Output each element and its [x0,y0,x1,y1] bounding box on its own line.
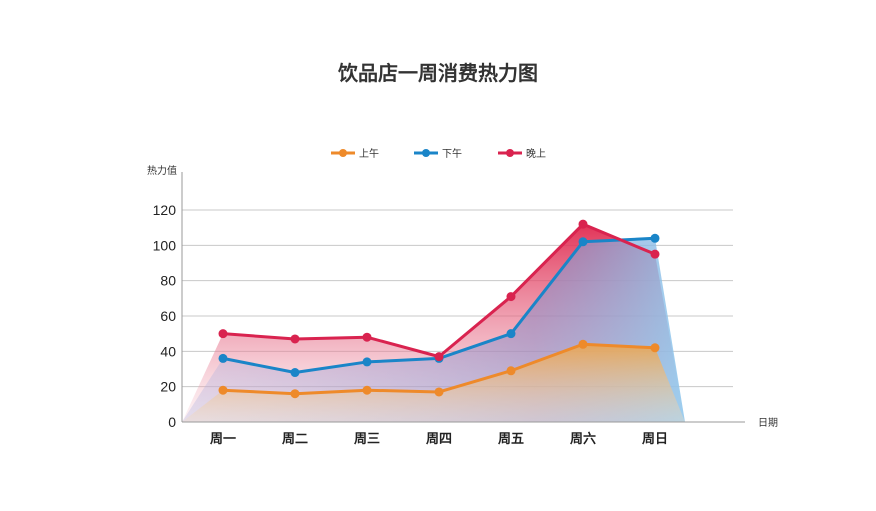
y-tick-labels: 0 20 40 60 80 100 120 [153,202,177,430]
data-point [650,343,660,353]
legend-label: 晚上 [526,148,546,160]
y-tick-label: 100 [153,237,177,253]
y-tick-label: 60 [160,308,176,324]
data-point [434,387,444,397]
data-point [362,357,372,367]
data-point [578,339,588,349]
x-tick-label: 周五 [498,432,524,447]
legend: 上午 下午 晚上 [331,147,546,160]
x-tick-label: 周四 [426,432,452,447]
data-point [434,352,444,362]
series-points [218,219,660,399]
x-tick-label: 周六 [570,431,596,447]
y-axis-label: 热力值 [147,164,177,177]
data-point [506,366,516,376]
data-point [578,237,588,247]
y-tick-label: 40 [160,343,176,359]
legend-swatch-dot [339,149,347,157]
x-tick-label: 周三 [354,432,380,447]
y-tick-label: 120 [153,202,177,218]
data-point [362,385,372,395]
x-tick-labels: 周一 周二 周三 周四 周五 周六 周日 [210,431,668,447]
area-0 [182,344,685,422]
data-point [290,368,300,378]
legend-swatch-dot [506,149,514,157]
data-point [218,353,228,363]
x-axis-label: 日期 [758,417,778,429]
data-point [218,385,228,395]
data-point [506,329,516,339]
y-tick-label: 20 [160,379,176,395]
x-tick-label: 周一 [210,432,236,447]
chart-title: 饮品店一周消费热力图 [337,61,538,85]
data-point [578,219,588,229]
legend-label: 下午 [442,147,462,160]
legend-label: 上午 [359,147,379,160]
data-point [362,332,372,342]
legend-swatch-dot [422,149,430,157]
data-point [290,334,300,344]
data-point [650,249,660,259]
x-tick-label: 周二 [282,432,308,447]
data-point [218,329,228,339]
x-tick-label: 周日 [642,432,668,447]
data-point [506,292,516,302]
y-tick-label: 0 [168,414,176,430]
data-point [290,389,300,399]
data-point [650,233,660,243]
y-tick-label: 80 [160,273,176,289]
